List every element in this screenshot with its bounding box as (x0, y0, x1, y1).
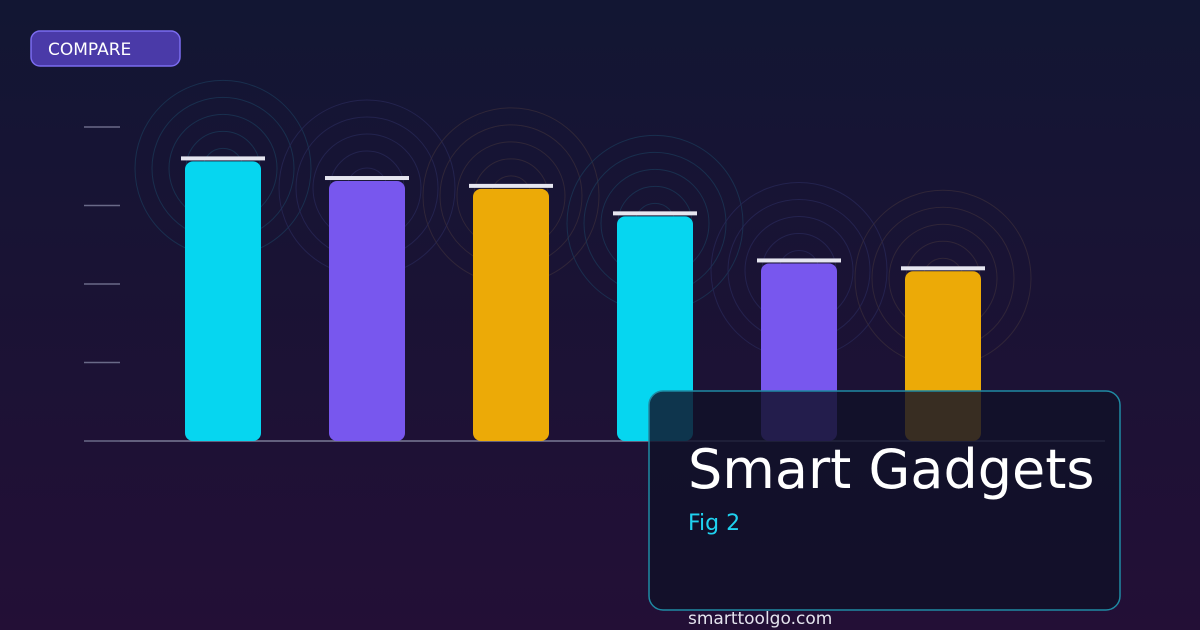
bar (473, 188, 549, 441)
bar-cap (757, 258, 841, 263)
chart-title: Smart Gadgets (688, 438, 1095, 501)
bar-cap (325, 176, 409, 181)
bar (617, 216, 693, 441)
bar-cap (469, 183, 553, 188)
badge-label: COMPARE (48, 40, 131, 60)
badge (30, 30, 181, 67)
chart-subtitle: Fig 2 (688, 511, 740, 536)
bar-cap (613, 211, 697, 216)
bar-cap (901, 266, 985, 271)
bar (185, 161, 261, 441)
footer-url: smarttoolgo.com (688, 609, 832, 629)
title-panel (648, 390, 1121, 611)
bar (329, 181, 405, 441)
bar-cap (181, 156, 265, 161)
